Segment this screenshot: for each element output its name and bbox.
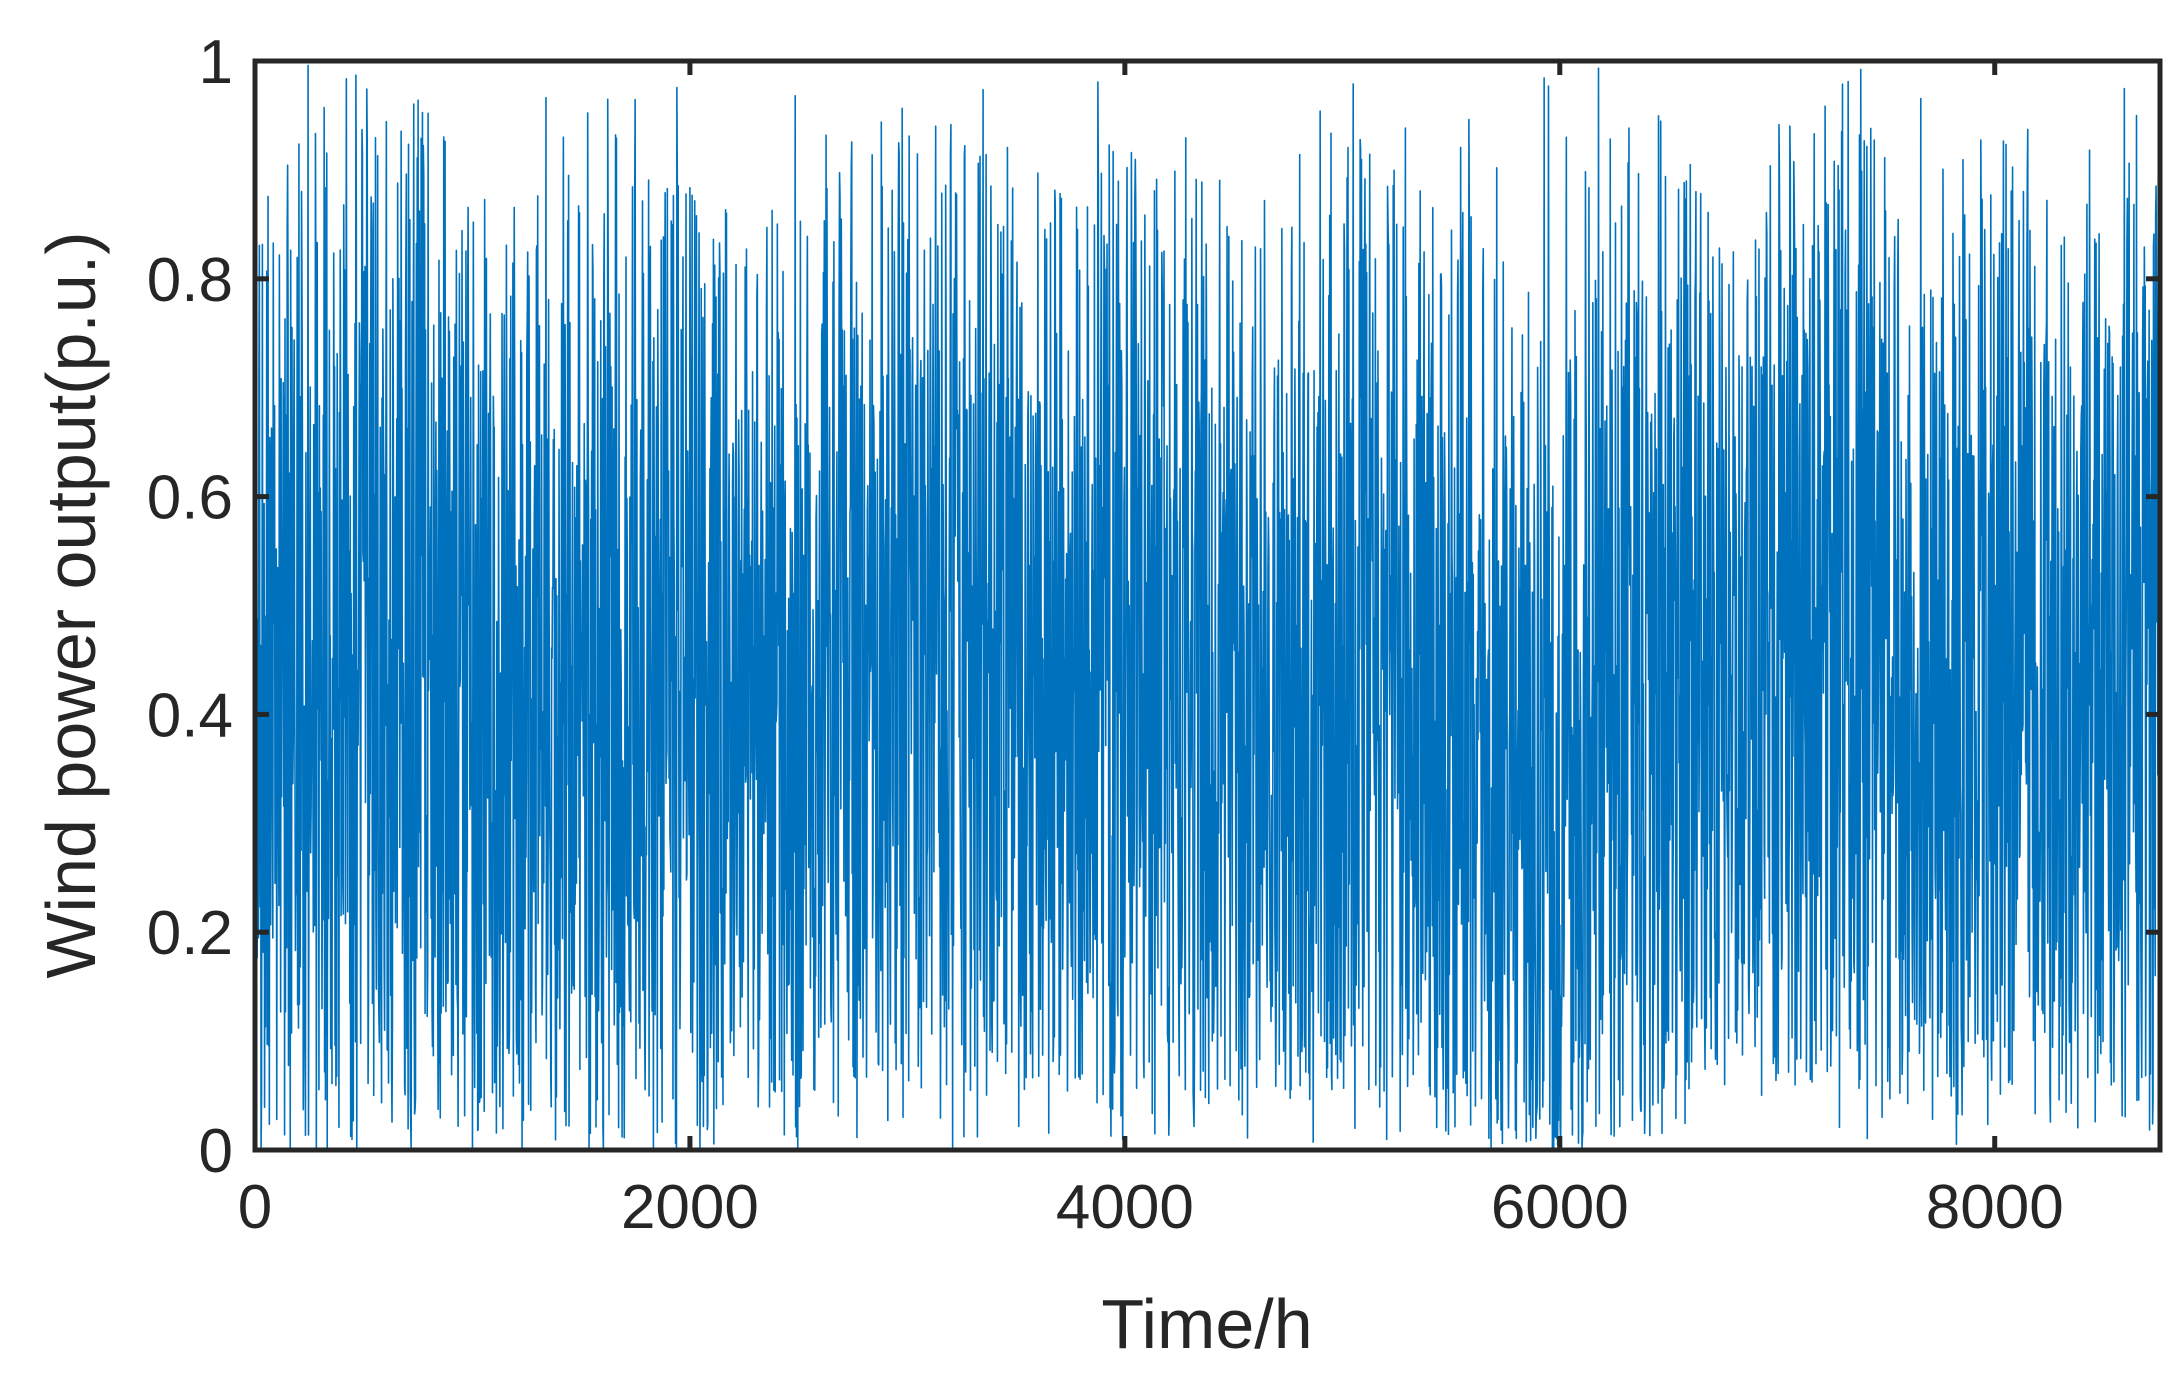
x-tick-label: 2000 bbox=[621, 1173, 759, 1242]
x-axis-label: Time/h bbox=[1101, 1285, 1312, 1363]
x-tick-label: 8000 bbox=[1926, 1173, 2064, 1242]
plot-area bbox=[252, 58, 2163, 1153]
y-tick-label: 0.6 bbox=[147, 464, 233, 533]
x-tick-label: 6000 bbox=[1491, 1173, 1629, 1242]
x-tick-label: 4000 bbox=[1056, 1173, 1194, 1242]
y-tick-label: 0.2 bbox=[147, 899, 233, 968]
y-tick-label: 0.4 bbox=[147, 681, 233, 750]
series-layer bbox=[255, 64, 2160, 1150]
y-tick-labels: 0 0.2 0.4 0.6 0.8 1 bbox=[147, 28, 233, 1186]
y-axis-label: Wind power output(p.u.) bbox=[32, 231, 110, 978]
x-tick-label: 0 bbox=[238, 1173, 272, 1242]
x-tick-labels: 0 2000 4000 6000 8000 bbox=[238, 1173, 2064, 1242]
series-line bbox=[255, 64, 2160, 1150]
axes-box bbox=[252, 58, 2163, 1153]
y-tick-label: 0.8 bbox=[147, 246, 233, 315]
y-tick-label: 1 bbox=[199, 28, 233, 97]
y-tick-label: 0 bbox=[199, 1117, 233, 1186]
